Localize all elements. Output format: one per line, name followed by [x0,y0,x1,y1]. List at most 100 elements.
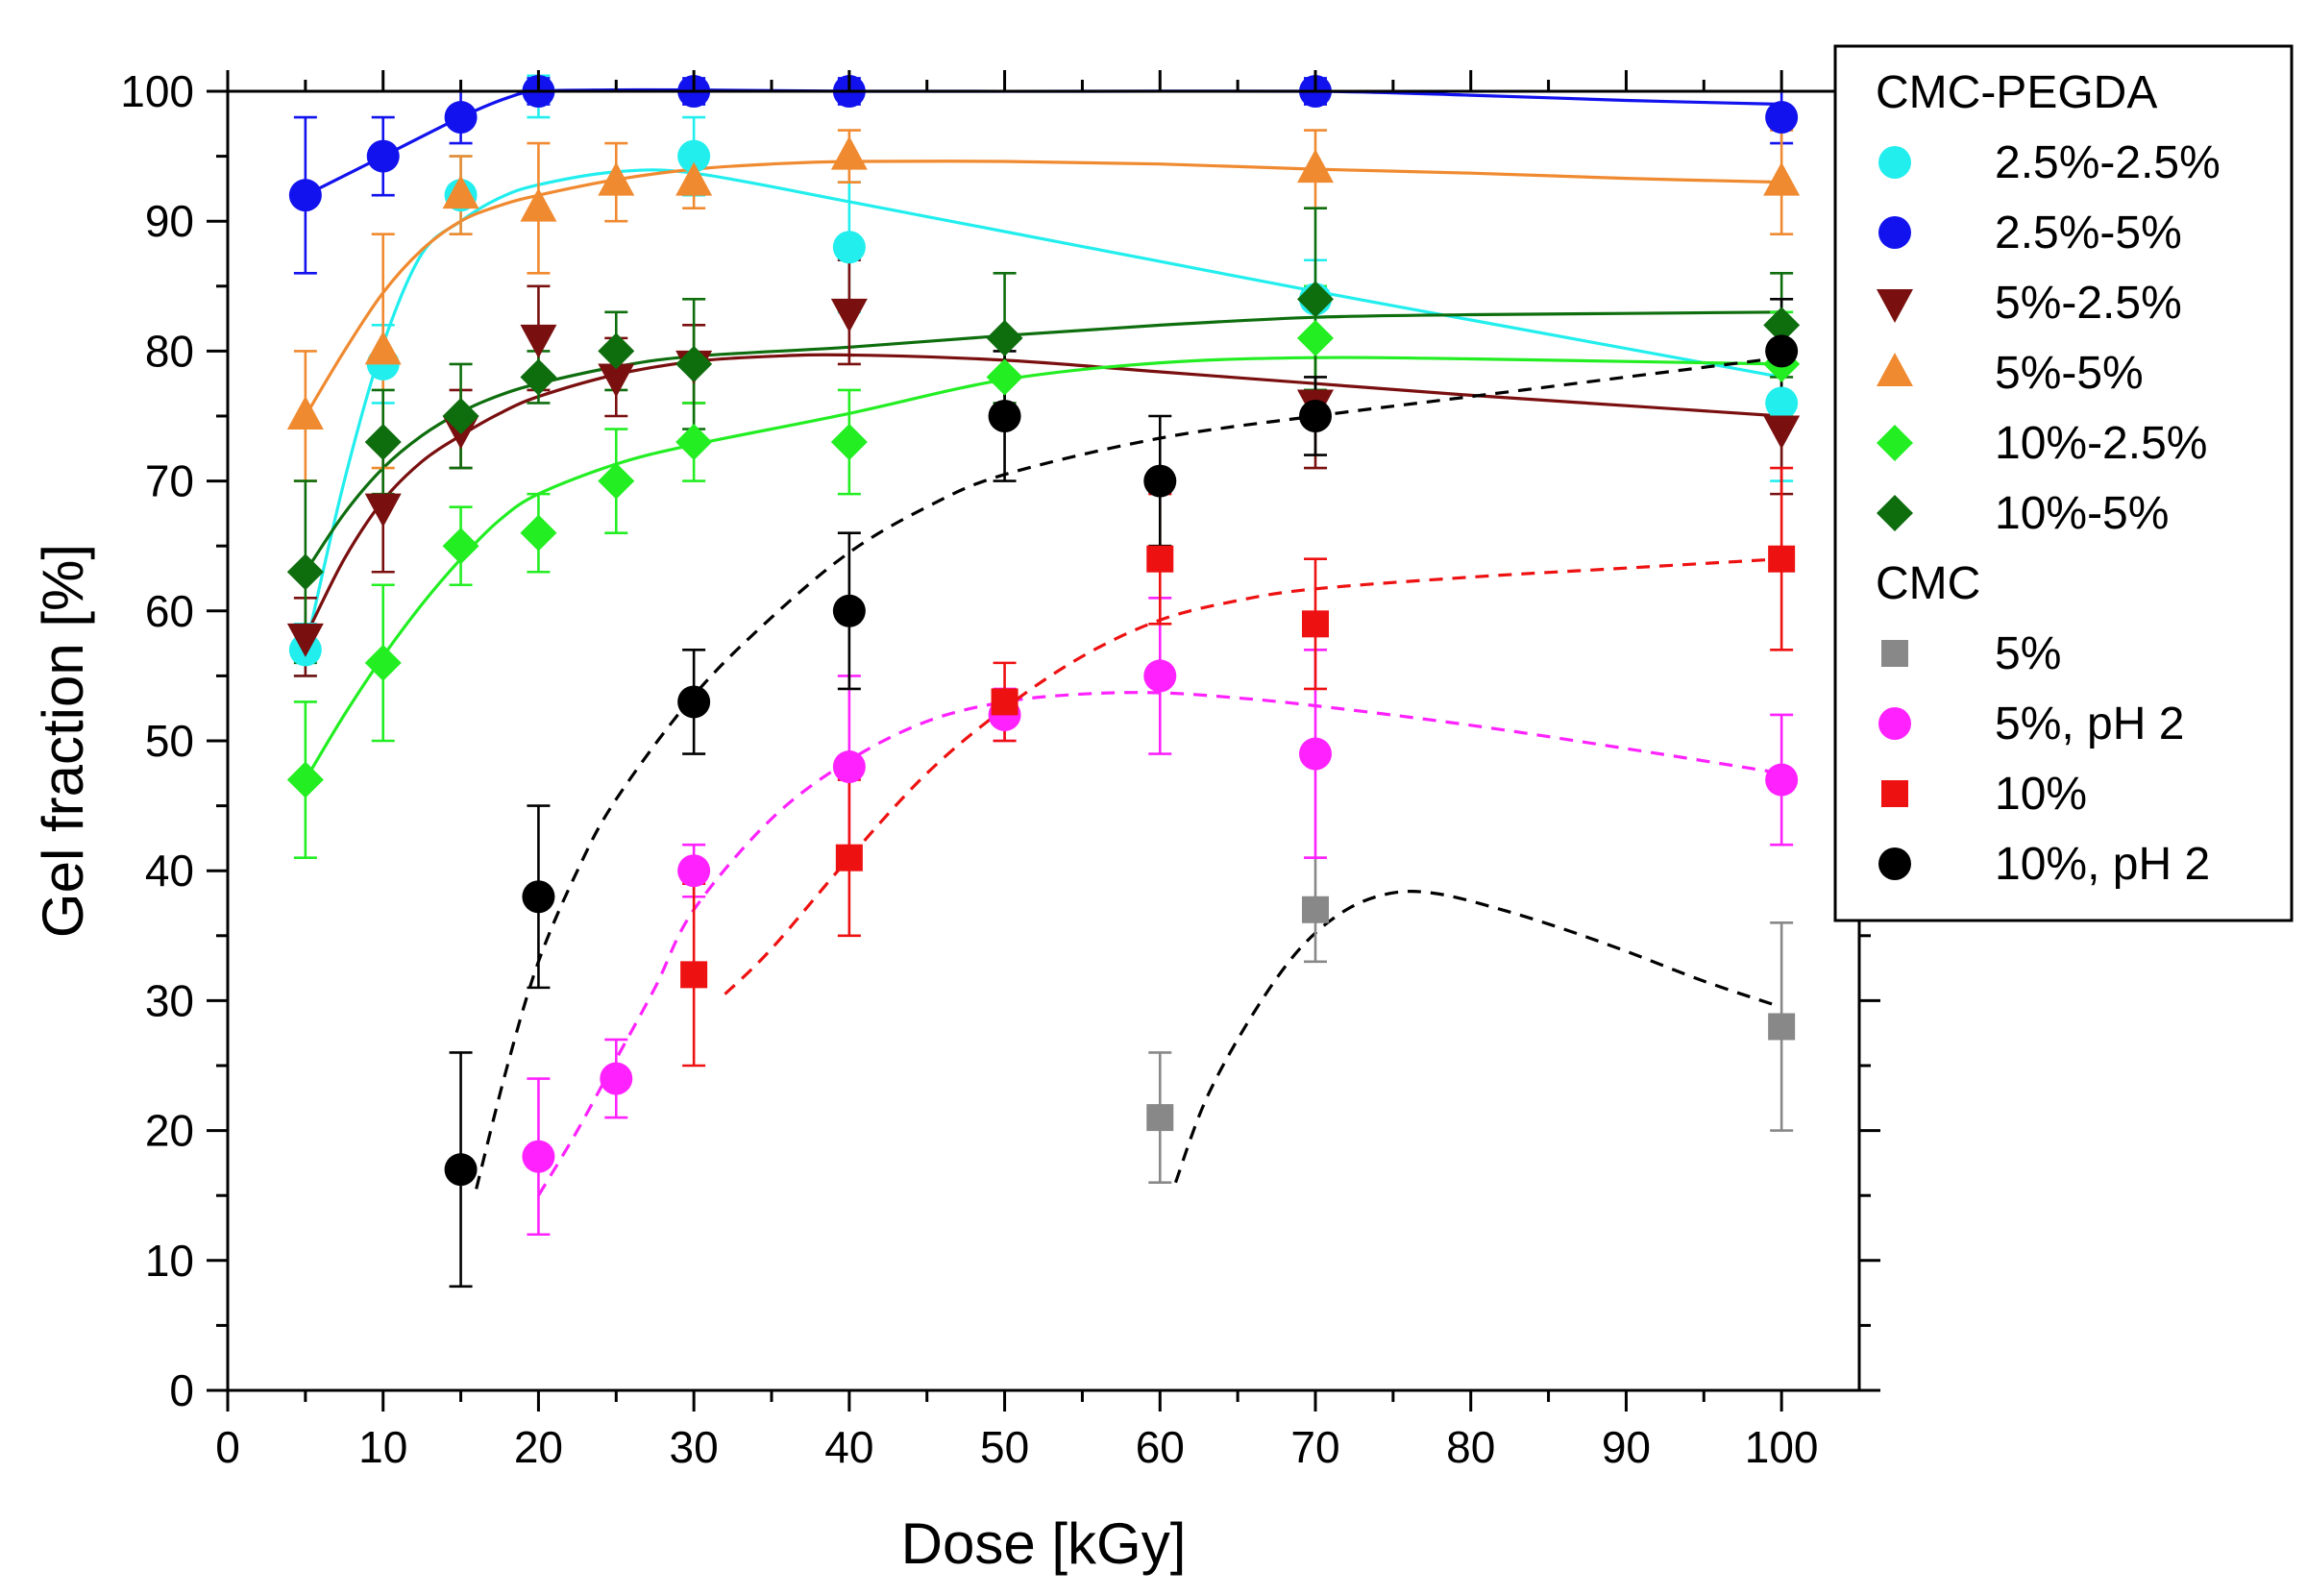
legend-marker-5 [1881,640,1908,667]
data-point-2-5-5-1 [366,139,400,173]
data-point-5-ph-2-5 [1143,659,1177,693]
data-point-2-5-5-7 [1765,101,1799,135]
legend-label-10-ph-2: 10%, pH 2 [1995,839,2210,890]
data-point-10-2-5-8 [1297,319,1334,356]
data-point-10-5-5 [675,345,713,382]
markers-layer [286,75,1801,1187]
data-point-10-2-5-4 [598,462,635,500]
legend: CMC-PEGDA 2.5%-2.5% 2.5%-5% 5%-2.5% 5%-5% 10%… [1833,44,2294,922]
data-point-10-ph-2-0 [444,1153,478,1187]
y-axis-title: Gel fraction [%] [31,544,95,938]
data-point-10-5-1 [364,424,402,461]
y-tick-label: 10 [145,1236,194,1286]
fit-line-5-5 [304,160,1782,417]
legend-marker-2-5-5 [1878,216,1911,249]
data-point-5-ph-2-1 [600,1062,633,1095]
legend-label-10-5: 10%-5% [1995,488,2169,539]
axes-layer: 0 10 20 30 40 50 60 70 80 90 100 0 10 20 30 40 50 60 70 80 9… [31,66,1880,1576]
fit-line-10-5 [304,310,1782,574]
x-tick-label: 80 [1446,1422,1495,1472]
data-point-10-ph-2-7 [1765,334,1799,368]
x-tick-label: 10 [358,1422,407,1472]
data-point-10-1 [835,844,863,872]
data-point-10-ph-2-5 [1143,464,1177,498]
data-point-10-2-5-2 [442,528,479,565]
data-point-5-2-5-0 [286,623,324,657]
legend-marker-5-5 [1877,353,1913,386]
legend-marker-10 [1881,780,1908,807]
y-tick-label: 60 [145,586,194,636]
data-point-10-ph-2-1 [522,880,555,914]
x-tick-label: 100 [1745,1422,1819,1472]
fit-line-10 [724,557,1782,995]
data-point-10-5-8 [1763,307,1801,344]
legend-marker-5-ph-2 [1878,707,1911,740]
fit-lines-layer [304,87,1782,1197]
data-point-5-5-5 [675,161,713,196]
plot-frame [226,89,1861,1392]
data-point-10-5-4 [598,332,635,370]
data-point-5-2 [1768,1013,1796,1041]
data-point-10-4 [1302,610,1329,638]
data-point-5-ph-2-6 [1299,737,1332,771]
data-point-5-5-6 [830,135,868,170]
data-point-2-5-2-5-7 [1765,386,1799,420]
x-tick-label: 90 [1602,1422,1651,1472]
data-point-2-5-5-2 [444,101,478,135]
y-tick-label: 50 [145,716,194,766]
fit-line-10-ph-2 [475,356,1782,1190]
x-tick-label: 20 [514,1422,563,1472]
legend-marker-10-ph-2 [1878,847,1911,880]
data-point-10-5-6 [986,319,1023,356]
data-point-5-ph-2-3 [832,750,866,784]
fit-line-2-5-2-5 [304,168,1782,651]
data-point-5-ph-2-7 [1765,763,1799,797]
data-point-5-1 [1302,896,1329,923]
data-point-10-2-5-5 [675,424,713,461]
data-point-5-5-8 [1763,161,1801,196]
y-tick-label: 30 [145,975,194,1025]
data-point-5-5-3 [520,187,557,222]
y-tick-label: 40 [145,846,194,896]
data-point-10-2-5-1 [364,644,402,681]
data-point-5-ph-2-0 [522,1140,555,1173]
legend-box [1833,44,2294,922]
data-point-2-5-2-5-5 [832,231,866,264]
legend-marker-5-2-5 [1877,289,1913,323]
legend-marker-2-5-2-5 [1878,146,1911,179]
data-point-5-2-5-3 [520,324,557,358]
data-point-10-2-5-6 [830,424,868,461]
data-point-10-ph-2-6 [1299,400,1332,432]
data-point-5-0 [1146,1104,1174,1132]
fit-line-5-2-5 [304,353,1782,638]
data-point-5-5-4 [598,161,635,196]
y-tick-label: 20 [145,1106,194,1156]
legend-group-title-cmc: CMC [1876,558,1980,609]
y-tick-label: 0 [169,1365,194,1415]
data-point-10-5-3 [520,358,557,396]
x-tick-label: 40 [824,1422,873,1472]
data-point-10-2-5-3 [520,514,557,552]
data-point-5-2-5-6 [830,298,868,332]
x-tick-label: 70 [1290,1422,1339,1472]
data-point-2-5-5-0 [288,179,322,212]
legend-label-2-5-5: 2.5%-5% [1995,208,2182,258]
x-tick-label: 30 [670,1422,719,1472]
legend-group-title-cmc-pegda: CMC-PEGDA [1876,67,2157,118]
data-point-10-2-5-0 [286,761,324,798]
data-point-2-5-2-5-4 [677,139,711,173]
y-tick-label: 80 [145,326,194,376]
data-point-5-2-5-4 [598,363,635,398]
data-point-10-5 [1768,545,1796,573]
legend-label-10-2-5: 10%-2.5% [1995,418,2207,469]
data-point-10-3 [1146,545,1174,573]
legend-marker-10-2-5 [1877,425,1913,461]
x-tick-label: 60 [1136,1422,1185,1472]
y-tick-label: 70 [145,456,194,506]
data-point-10-ph-2-3 [832,594,866,627]
data-point-5-5-1 [364,331,402,365]
legend-label-5-5: 5%-5% [1995,348,2144,399]
data-point-5-2-5-1 [364,493,402,528]
